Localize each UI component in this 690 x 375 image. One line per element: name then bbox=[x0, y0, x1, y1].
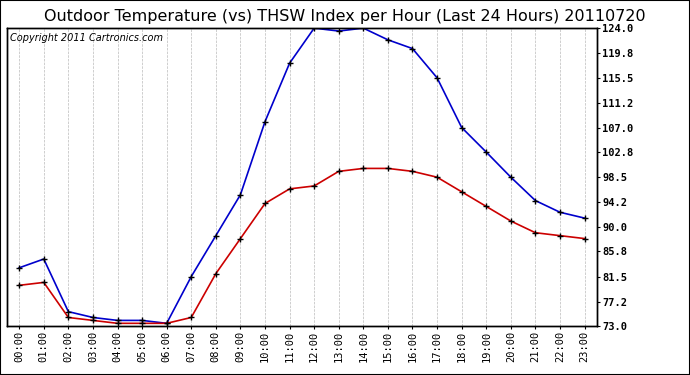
Text: Copyright 2011 Cartronics.com: Copyright 2011 Cartronics.com bbox=[10, 33, 163, 43]
Text: Outdoor Temperature (vs) THSW Index per Hour (Last 24 Hours) 20110720: Outdoor Temperature (vs) THSW Index per … bbox=[44, 9, 646, 24]
